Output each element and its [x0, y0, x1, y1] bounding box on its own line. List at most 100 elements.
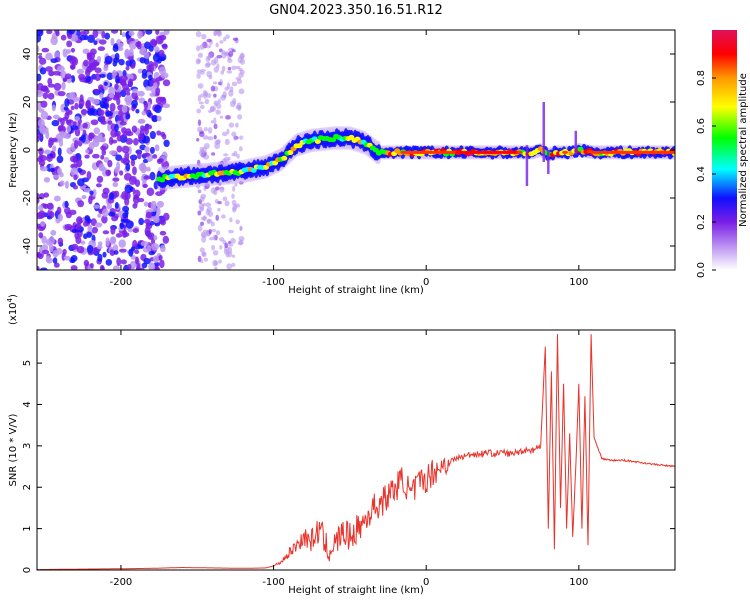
noise-blob — [161, 43, 168, 50]
noise-blob — [59, 180, 65, 187]
noise-blob — [210, 187, 216, 194]
noise-blob — [208, 228, 212, 235]
noise-blob — [76, 68, 85, 75]
noise-blob — [119, 248, 127, 253]
noise-blob — [64, 98, 70, 107]
noise-blob — [156, 115, 162, 122]
noise-blob — [57, 147, 62, 157]
noise-blob — [212, 81, 218, 85]
noise-blob — [143, 175, 151, 180]
noise-blob — [101, 30, 106, 39]
noise-blob — [135, 108, 140, 114]
noise-blob — [162, 103, 171, 109]
noise-blob — [70, 163, 78, 169]
noise-blob — [85, 149, 90, 154]
noise-blob — [66, 40, 73, 48]
noise-blob — [120, 259, 127, 265]
ridge-core — [287, 150, 294, 156]
noise-blob — [214, 266, 218, 270]
noise-blob — [115, 233, 123, 238]
noise-blob — [112, 177, 120, 182]
noise-blob — [84, 75, 92, 83]
noise-blob — [98, 39, 107, 45]
noise-blob — [200, 104, 205, 110]
snr-scale-exponent: 4 — [6, 297, 14, 302]
noise-blob — [45, 66, 53, 72]
noise-blob — [143, 258, 151, 265]
noise-blob — [228, 89, 234, 97]
noise-blob — [50, 36, 58, 46]
noise-blob — [238, 146, 243, 152]
noise-blob — [109, 102, 116, 112]
ridge-core — [281, 155, 288, 161]
noise-blob — [91, 98, 100, 105]
noise-blob — [42, 249, 50, 255]
noise-blob — [107, 120, 113, 125]
noise-blob — [215, 230, 221, 236]
noise-blob — [232, 185, 236, 192]
noise-blob — [233, 135, 237, 141]
noise-blob — [92, 204, 100, 209]
noise-blob — [88, 142, 95, 150]
noise-blob — [231, 152, 236, 157]
noise-blob — [197, 126, 203, 133]
noise-blob — [119, 121, 127, 126]
noise-blob — [100, 145, 107, 151]
snr-panel: -200 -100 0 100 0 1 2 3 4 5 Height of straight l… — [6, 294, 676, 596]
noise-blob — [132, 166, 137, 175]
noise-blob — [37, 119, 45, 128]
noise-blob — [101, 215, 108, 224]
noise-blob — [199, 44, 205, 50]
noise-blob — [217, 208, 221, 212]
noise-blob — [93, 127, 101, 135]
noise-blob — [198, 131, 205, 138]
noise-blob — [105, 169, 112, 176]
noise-blob — [108, 192, 115, 200]
noise-blob — [121, 190, 129, 200]
noise-blob — [62, 248, 67, 256]
noise-blob — [81, 194, 87, 200]
noise-blob — [53, 262, 60, 268]
noise-blob — [50, 229, 57, 236]
noise-blob — [162, 79, 171, 87]
noise-blob — [79, 94, 84, 103]
noise-blob — [100, 265, 105, 270]
noise-blob — [213, 117, 217, 125]
noise-blob — [103, 156, 110, 163]
noise-blob — [47, 83, 56, 88]
ridge-core — [159, 177, 166, 183]
noise-blob — [86, 231, 93, 238]
noise-blob — [118, 110, 124, 118]
noise-blob — [84, 215, 91, 222]
noise-blob — [149, 146, 155, 154]
noise-blob — [213, 260, 219, 266]
noise-blob — [146, 166, 151, 172]
noise-blob — [213, 30, 217, 36]
x-tick-label: 100 — [569, 277, 588, 288]
noise-blob — [202, 135, 209, 140]
noise-blob — [148, 250, 155, 256]
noise-blob — [95, 183, 102, 188]
noise-blob — [56, 65, 65, 73]
noise-blob — [45, 255, 51, 263]
noise-blob — [74, 116, 81, 122]
noise-blob — [155, 30, 160, 35]
noise-blob — [88, 196, 93, 205]
noise-blob — [239, 225, 243, 232]
noise-blob — [38, 57, 47, 65]
noise-blob — [47, 92, 55, 100]
x-tick-label: -100 — [262, 577, 285, 588]
noise-blob — [51, 119, 60, 127]
noise-blob — [196, 138, 200, 142]
noise-blob — [235, 76, 242, 81]
noise-blob — [53, 82, 62, 91]
noise-blob — [139, 57, 146, 64]
noise-blob — [104, 32, 111, 40]
noise-blob — [203, 127, 208, 132]
noise-blob — [118, 42, 124, 48]
noise-blob — [128, 175, 137, 185]
snr-scale-prefix: (x10 — [8, 302, 19, 325]
noise-blob — [215, 42, 219, 48]
noise-blob — [72, 156, 78, 163]
